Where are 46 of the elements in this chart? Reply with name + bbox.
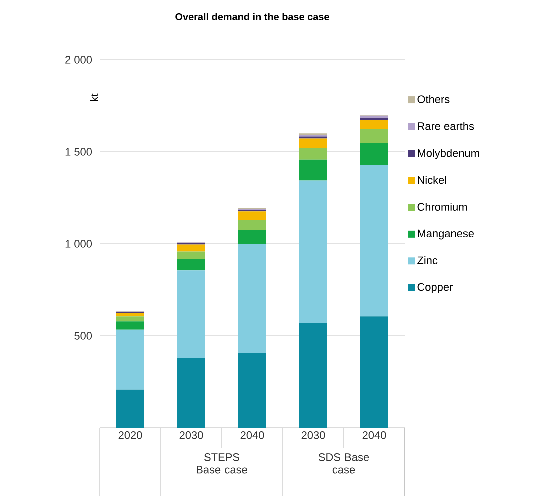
text: STEPS Base case [197,454,248,474]
y-tick-label: 500 [74,332,92,340]
x-tick-label: 2040 [240,432,264,440]
bar [238,230,266,244]
legend-label: Manganese [418,230,474,240]
bar [116,322,144,330]
legend-label: Nickel [418,176,446,184]
y-axis-title: kt [90,94,98,102]
bar [116,313,144,317]
y-tick-label: 1 000 [66,240,92,248]
legend-label: Chromium [418,202,468,212]
legend-label: Molybdenum [418,149,480,160]
bar [116,390,144,428]
bar [238,353,266,428]
bar [178,252,206,260]
legend-label: Zinc [418,256,438,264]
bar [299,160,328,181]
bar [299,180,328,324]
x-tick-label: 2030 [302,432,326,440]
y-tick-label: 1 500 [66,148,92,156]
bar [116,316,144,322]
bar [299,148,328,160]
x-tick-label: 2030 [180,432,204,440]
bar [360,165,388,317]
legend-label: Rare earths [418,122,474,130]
bar [178,270,206,358]
legend-label: Copper [418,283,453,294]
legend-label: Others [418,95,450,104]
chart-title: Overall demand in the base case [176,13,330,20]
y-tick-label: 2 000 [66,56,92,64]
bar [178,358,206,428]
bar [238,244,266,354]
bar [299,138,328,148]
bar [178,244,206,252]
bar [360,143,388,166]
x-tick-label: 2020 [118,432,142,440]
x-tick-label: 2040 [362,432,386,440]
bar [360,120,388,130]
bar [238,220,266,230]
bar [178,259,206,271]
bar [299,323,328,428]
text: SDS Base case [318,454,370,474]
bar [116,330,144,390]
bar [360,129,388,144]
bar [360,316,388,428]
bar [238,212,266,220]
